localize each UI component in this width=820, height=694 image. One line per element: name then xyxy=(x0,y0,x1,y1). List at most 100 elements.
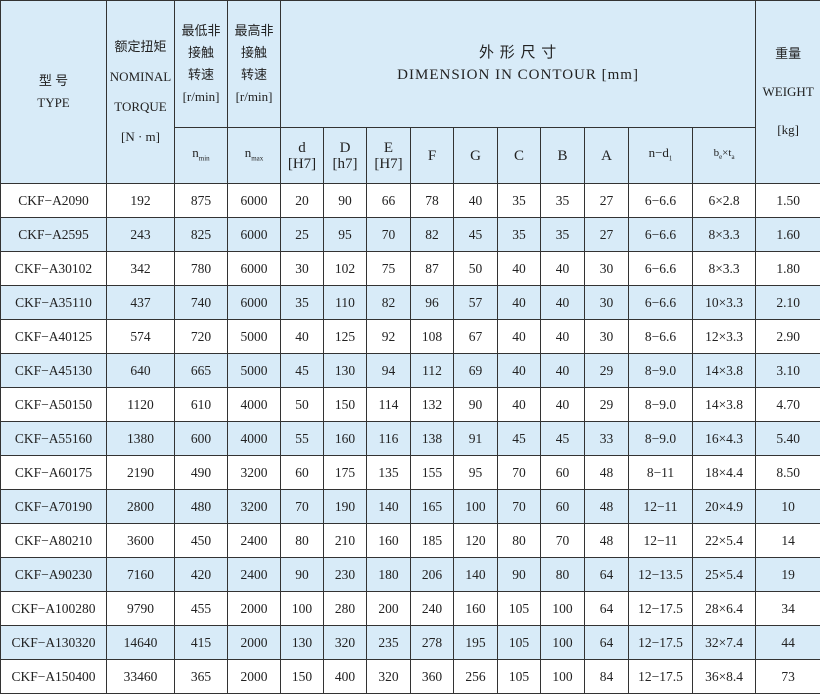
table-cell: 35 xyxy=(541,184,585,218)
table-cell: CKF−A90230 xyxy=(1,558,107,592)
table-cell: CKF−A55160 xyxy=(1,422,107,456)
table-cell: 29 xyxy=(585,388,629,422)
E-col: E[H7] xyxy=(367,128,411,184)
table-cell: 69 xyxy=(454,354,498,388)
table-cell: 3.10 xyxy=(756,354,820,388)
table-cell: 5.40 xyxy=(756,422,820,456)
table-cell: 12−11 xyxy=(629,490,693,524)
table-cell: 320 xyxy=(324,626,367,660)
table-cell: 6000 xyxy=(228,252,281,286)
table-cell: 12−17.5 xyxy=(629,592,693,626)
table-cell: 96 xyxy=(411,286,454,320)
table-cell: 75 xyxy=(367,252,411,286)
table-cell: 64 xyxy=(585,592,629,626)
table-cell: 110 xyxy=(324,286,367,320)
table-cell: 40 xyxy=(281,320,324,354)
table-cell: 73 xyxy=(756,660,820,694)
table-cell: 600 xyxy=(175,422,228,456)
table-cell: 36×8.4 xyxy=(693,660,756,694)
B-col: B xyxy=(541,128,585,184)
table-cell: 25 xyxy=(281,218,324,252)
nmax-header: 最高非接触转速[r/min] xyxy=(228,1,281,128)
D-col: D[h7] xyxy=(324,128,367,184)
table-cell: 12−11 xyxy=(629,524,693,558)
table-cell: 8−6.6 xyxy=(629,320,693,354)
table-cell: 27 xyxy=(585,184,629,218)
table-cell: 116 xyxy=(367,422,411,456)
table-cell: 8−9.0 xyxy=(629,354,693,388)
table-cell: 10 xyxy=(756,490,820,524)
table-cell: 640 xyxy=(107,354,175,388)
table-cell: 114 xyxy=(367,388,411,422)
table-cell: 4.70 xyxy=(756,388,820,422)
table-cell: 125 xyxy=(324,320,367,354)
table-cell: 175 xyxy=(324,456,367,490)
table-cell: 243 xyxy=(107,218,175,252)
table-cell: 40 xyxy=(498,388,541,422)
table-cell: 185 xyxy=(411,524,454,558)
table-cell: 2400 xyxy=(228,524,281,558)
table-cell: 40 xyxy=(541,320,585,354)
table-cell: 160 xyxy=(454,592,498,626)
table-cell: 240 xyxy=(411,592,454,626)
table-cell: 102 xyxy=(324,252,367,286)
table-cell: 82 xyxy=(367,286,411,320)
table-cell: 50 xyxy=(281,388,324,422)
table-cell: 6×2.8 xyxy=(693,184,756,218)
table-cell: 30 xyxy=(585,286,629,320)
table-cell: 280 xyxy=(324,592,367,626)
table-cell: 60 xyxy=(281,456,324,490)
table-cell: 40 xyxy=(498,252,541,286)
table-cell: 80 xyxy=(281,524,324,558)
table-cell: 100 xyxy=(454,490,498,524)
table-cell: 94 xyxy=(367,354,411,388)
table-cell: 45 xyxy=(281,354,324,388)
table-cell: 1.50 xyxy=(756,184,820,218)
table-cell: 32×7.4 xyxy=(693,626,756,660)
table-cell: 420 xyxy=(175,558,228,592)
table-cell: 1120 xyxy=(107,388,175,422)
table-cell: 45 xyxy=(541,422,585,456)
table-cell: 210 xyxy=(324,524,367,558)
table-cell: 66 xyxy=(367,184,411,218)
C-col: C xyxy=(498,128,541,184)
table-cell: 206 xyxy=(411,558,454,592)
table-cell: 60 xyxy=(541,456,585,490)
table-cell: 155 xyxy=(411,456,454,490)
table-cell: 20 xyxy=(281,184,324,218)
table-cell: 8−9.0 xyxy=(629,388,693,422)
table-cell: 100 xyxy=(281,592,324,626)
table-cell: 140 xyxy=(367,490,411,524)
table-cell: 2000 xyxy=(228,592,281,626)
table-cell: 6000 xyxy=(228,286,281,320)
table-cell: 14640 xyxy=(107,626,175,660)
table-cell: 875 xyxy=(175,184,228,218)
table-cell: 33460 xyxy=(107,660,175,694)
table-cell: 27 xyxy=(585,218,629,252)
table-cell: 780 xyxy=(175,252,228,286)
table-cell: 100 xyxy=(541,626,585,660)
table-cell: 12×3.3 xyxy=(693,320,756,354)
table-cell: 3200 xyxy=(228,490,281,524)
table-cell: 48 xyxy=(585,456,629,490)
table-cell: 132 xyxy=(411,388,454,422)
table-cell: 490 xyxy=(175,456,228,490)
table-cell: 365 xyxy=(175,660,228,694)
table-cell: 130 xyxy=(324,354,367,388)
table-cell: 18×4.4 xyxy=(693,456,756,490)
table-cell: 70 xyxy=(498,490,541,524)
table-cell: 29 xyxy=(585,354,629,388)
table-cell: 825 xyxy=(175,218,228,252)
table-cell: 105 xyxy=(498,660,541,694)
table-cell: CKF−A45130 xyxy=(1,354,107,388)
table-cell: 6−6.6 xyxy=(629,252,693,286)
nmin-header: 最低非接触转速[r/min] xyxy=(175,1,228,128)
